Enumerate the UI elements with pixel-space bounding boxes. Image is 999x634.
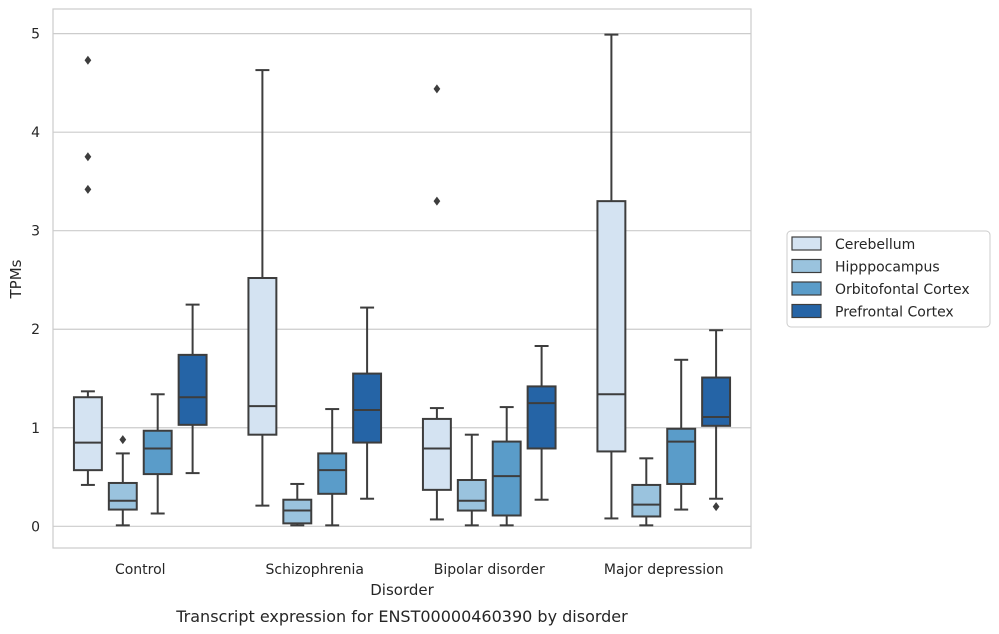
plot-frame bbox=[52, 8, 752, 549]
box-3-3 bbox=[491, 406, 522, 527]
outlier-3 bbox=[84, 55, 92, 65]
box-1-2 bbox=[247, 69, 278, 507]
box-1-3 bbox=[421, 84, 452, 521]
x-tick-4: Major depression bbox=[604, 562, 724, 578]
box-3-2 bbox=[317, 408, 348, 527]
box-1-1 bbox=[72, 55, 103, 486]
legend-label-2: Hipppocampus bbox=[835, 260, 940, 276]
legend: Cerebellum Hipppocampus Orbitofontal Corte… bbox=[786, 230, 991, 328]
box-body bbox=[666, 427, 697, 485]
y-tick-1: 1 bbox=[31, 421, 40, 437]
outlier-1 bbox=[433, 196, 441, 206]
box-body bbox=[421, 417, 452, 491]
y-tick-3: 3 bbox=[31, 224, 40, 240]
box-body bbox=[247, 277, 278, 436]
box-1-4 bbox=[596, 33, 627, 520]
box-body bbox=[596, 200, 627, 453]
box-2-2 bbox=[282, 482, 313, 527]
box-plots bbox=[72, 33, 732, 527]
box-body bbox=[177, 353, 208, 426]
x-tick-3: Bipolar disorder bbox=[434, 562, 545, 578]
box-4-3 bbox=[526, 344, 557, 501]
outlier-1 bbox=[119, 435, 127, 445]
x-tick-1: Control bbox=[115, 562, 166, 578]
y-axis-label: TPMs bbox=[7, 259, 25, 299]
box-4-2 bbox=[352, 306, 383, 500]
y-tick-0: 0 bbox=[31, 519, 40, 535]
legend-swatch-3 bbox=[791, 281, 822, 296]
box-body bbox=[526, 385, 557, 450]
grid-lines bbox=[53, 33, 751, 527]
y-tick-5: 5 bbox=[31, 27, 40, 43]
legend-label-1: Cerebellum bbox=[835, 237, 915, 253]
box-body bbox=[72, 396, 103, 472]
outlier-2 bbox=[433, 84, 441, 94]
box-4-4 bbox=[701, 329, 732, 512]
outlier-2 bbox=[84, 152, 92, 162]
legend-swatch-2 bbox=[791, 258, 822, 274]
x-tick-labels: Control Schizophrenia Bipolar disorder Majo… bbox=[115, 562, 724, 578]
x-tick-2: Schizophrenia bbox=[266, 562, 364, 578]
box-3-4 bbox=[666, 358, 697, 511]
legend-swatch-4 bbox=[791, 303, 822, 319]
y-tick-2: 2 bbox=[31, 322, 40, 338]
box-2-3 bbox=[456, 433, 487, 527]
box-body bbox=[631, 483, 662, 518]
chart-caption: Transcript expression for ENST0000046039… bbox=[175, 607, 628, 626]
box-body bbox=[352, 372, 383, 444]
legend-frame bbox=[786, 230, 991, 328]
y-tick-labels: 0 1 2 3 4 5 bbox=[31, 27, 40, 536]
box-4-1 bbox=[177, 303, 208, 475]
box-body bbox=[107, 481, 138, 511]
box-body bbox=[491, 440, 522, 517]
box-body bbox=[456, 479, 487, 512]
box-body bbox=[317, 452, 348, 495]
box-body bbox=[142, 429, 173, 476]
box-3-1 bbox=[142, 393, 173, 515]
legend-label-4: Prefrontal Cortex bbox=[835, 305, 954, 321]
x-axis-label: Disorder bbox=[370, 581, 434, 599]
box-body bbox=[701, 376, 732, 427]
box-2-1 bbox=[107, 435, 138, 527]
outlier-1 bbox=[84, 184, 92, 194]
box-2-4 bbox=[631, 457, 662, 527]
y-tick-4: 4 bbox=[31, 125, 40, 141]
outlier-1 bbox=[712, 502, 720, 512]
legend-swatch-1 bbox=[791, 236, 822, 251]
legend-label-3: Orbitofontal Cortex bbox=[835, 282, 970, 298]
